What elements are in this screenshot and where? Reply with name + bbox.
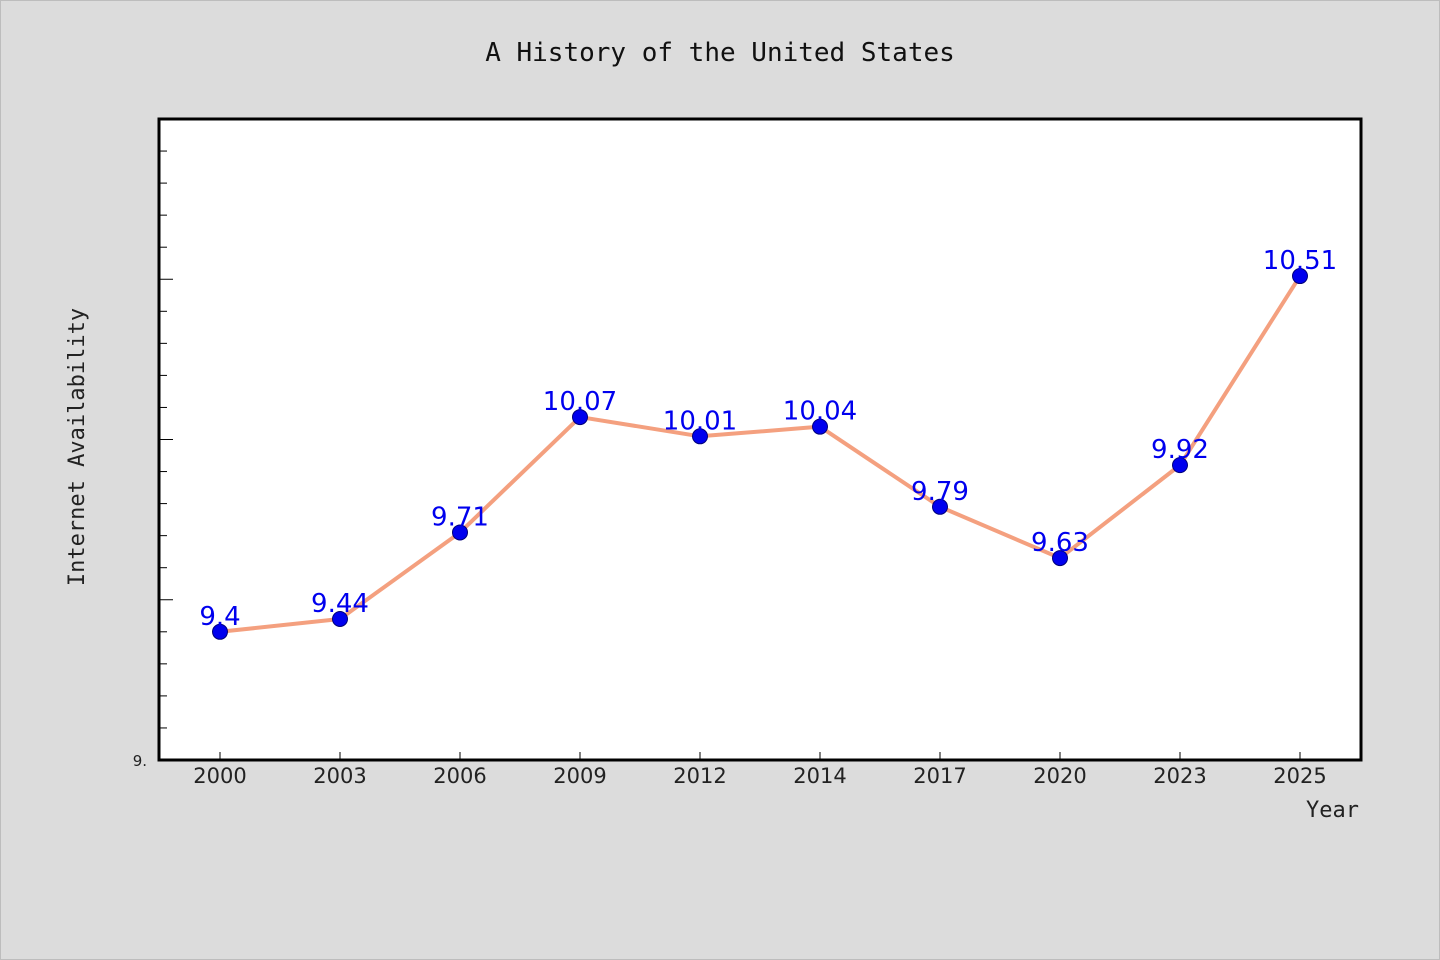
- data-point: [1292, 268, 1308, 285]
- x-tick-label: 2023: [1153, 764, 1206, 788]
- data-label: 10.04: [783, 397, 857, 427]
- series-line: [219, 274, 1302, 634]
- plot-area: [157, 117, 1363, 762]
- x-tick-label: 2012: [673, 764, 726, 788]
- x-axis-ticks: 2000 2003 2006 2009 2012 2014 2017 2020 2023 2025: [193, 752, 1327, 788]
- x-axis-title: Year: [1306, 798, 1359, 823]
- data-point: [1172, 457, 1188, 474]
- data-label: 9.4: [199, 602, 240, 632]
- series-layer: 9.4 9.44 9.71 10.07 10.01 10.04 9.79 9.63 9.92 10…: [199, 246, 1337, 640]
- data-label: 9.79: [911, 477, 969, 507]
- data-point: [332, 610, 348, 627]
- data-label: 10.07: [543, 387, 617, 417]
- data-label: 10.01: [663, 406, 737, 436]
- data-label: 9.71: [431, 502, 489, 532]
- data-label: 10.51: [1263, 246, 1337, 276]
- x-tick-label: 2017: [913, 764, 966, 788]
- data-label: 9.44: [311, 589, 369, 619]
- data-point: [212, 623, 228, 640]
- y-axis-min-label: 9.: [133, 752, 147, 770]
- x-tick-label: 2003: [313, 764, 366, 788]
- x-tick-label: 2014: [793, 764, 846, 788]
- data-point: [692, 428, 708, 445]
- x-tick-label: 2025: [1273, 764, 1326, 788]
- x-tick-label: 2000: [193, 764, 246, 788]
- x-tick-label: 2006: [433, 764, 486, 788]
- data-point: [1052, 550, 1068, 567]
- chart-title: A History of the United States: [485, 38, 955, 68]
- y-axis-ticks: [159, 150, 173, 729]
- data-point: [812, 418, 828, 435]
- data-point: [932, 498, 948, 515]
- data-point: [572, 409, 588, 426]
- y-axis-title: Internet Availability: [65, 308, 90, 586]
- data-point: [452, 524, 468, 541]
- data-label: 9.63: [1031, 528, 1089, 558]
- x-tick-label: 2020: [1033, 764, 1086, 788]
- data-label: 9.92: [1151, 435, 1209, 465]
- x-tick-label: 2009: [553, 764, 606, 788]
